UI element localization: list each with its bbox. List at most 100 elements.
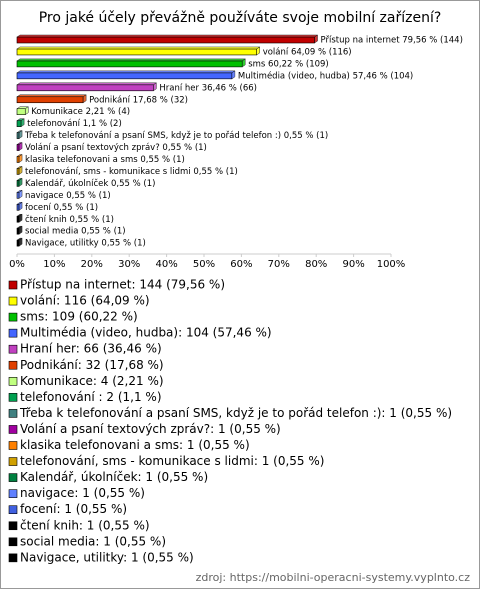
- legend-swatch: [8, 312, 18, 322]
- bar-side: [18, 189, 23, 199]
- value-label: sms 60,22 % (109): [248, 59, 329, 69]
- x-tick-label: 100%: [377, 259, 406, 270]
- bar-side: [241, 58, 246, 68]
- legend-swatch: [8, 344, 18, 354]
- bar: [16, 84, 154, 92]
- legend-label: Třeba k telefonování a psaní SMS, když j…: [19, 406, 452, 420]
- legend-label: Hraní her: 66 (36,46 %): [20, 342, 162, 356]
- value-label: Navigace, utilitky 0,55 % (1): [25, 239, 146, 249]
- bar-side: [18, 165, 23, 175]
- bar-side: [153, 82, 157, 92]
- bar: [16, 180, 20, 187]
- legend-swatch: [8, 489, 18, 498]
- bar: [16, 36, 315, 44]
- legend-swatch: [8, 296, 18, 306]
- bar-side: [18, 213, 23, 223]
- bar-side: [18, 177, 23, 187]
- bar-side: [18, 130, 23, 140]
- value-label: Komunikace 2,21 % (4): [31, 107, 130, 117]
- bar: [16, 192, 20, 199]
- bar-side: [256, 46, 260, 56]
- bar: [16, 156, 20, 163]
- legend-swatch: [8, 425, 18, 434]
- chart-title: Pro jaké účely převážně používáte svoje …: [39, 10, 442, 26]
- legend-swatch: [8, 473, 18, 482]
- bar-side: [18, 142, 23, 152]
- value-label: Podnikání 17,68 % (32): [89, 95, 188, 105]
- bar: [16, 108, 26, 115]
- legend-swatch: [8, 376, 18, 386]
- x-tick-label: 40%: [155, 259, 177, 270]
- bar-side: [20, 118, 25, 128]
- value-label: telefonování 1,1 % (2): [27, 119, 122, 129]
- x-tick-label: 30%: [118, 259, 140, 270]
- legend-swatch: [8, 457, 18, 466]
- value-label: Multimédia (video, hudba) 57,46 % (104): [238, 70, 413, 81]
- legend-swatch: [8, 393, 18, 402]
- bar: [16, 120, 22, 127]
- legend-swatch: [8, 553, 18, 563]
- value-label: telefonování, sms - komunikace s lidmi 0…: [25, 167, 238, 177]
- legend-label: klasika telefonovani a sms: 1 (0,55 %): [20, 438, 250, 452]
- bar-side: [18, 237, 23, 247]
- bar-top: [16, 58, 247, 62]
- bar: [16, 72, 233, 80]
- x-tick-label: 0%: [9, 259, 25, 270]
- x-tick-label: 20%: [81, 259, 103, 270]
- value-label: klasika telefonovani a sms 0,55 % (1): [25, 155, 185, 165]
- bar: [16, 239, 20, 247]
- legend-swatch: [8, 537, 18, 547]
- source: zdroj: https://mobilni-operacni-systemy.…: [196, 571, 471, 584]
- x-tick-label: 60%: [230, 259, 252, 270]
- x-tick-label: 50%: [193, 259, 215, 270]
- legend-swatch: [8, 505, 18, 515]
- value-label: volání 64,09 % (116): [263, 47, 352, 57]
- bar-side: [231, 70, 236, 80]
- bar-side: [314, 34, 318, 44]
- legend-label: telefonování : 2 (1,1 %): [20, 390, 162, 404]
- legend-label: Navigace, utilitky: 1 (0,55 %): [20, 550, 194, 564]
- bar-top: [16, 34, 319, 38]
- bar-top: [16, 46, 261, 50]
- value-label: focení 0,55 % (1): [25, 203, 98, 213]
- legend-label: focení: 1 (0,55 %): [20, 502, 127, 516]
- bar: [16, 215, 20, 223]
- x-tick-label: 70%: [268, 259, 290, 270]
- bar: [16, 60, 243, 68]
- legend-label: volání: 116 (64,09 %): [20, 294, 150, 308]
- value-label: Třeba k telefonování a psaní SMS, když j…: [24, 131, 328, 141]
- bar-top: [16, 94, 87, 97]
- legend-label: Komunikace: 4 (2,21 %): [20, 374, 164, 388]
- legend-label: Volání a psaní textových zpráv?: 1 (0,55…: [20, 422, 281, 436]
- value-label: social media 0,55 % (1): [25, 227, 126, 237]
- value-label: Kalendář, úkolníček 0,55 % (1): [25, 178, 155, 189]
- bar: [16, 48, 257, 56]
- legend-label: Kalendář, úkolníček: 1 (0,55 %): [20, 470, 208, 484]
- bar: [16, 168, 20, 175]
- x-tick-label: 80%: [305, 259, 327, 270]
- value-label: Hraní her 36,46 % (66): [159, 83, 257, 93]
- bar: [16, 144, 20, 151]
- legend-label: navigace: 1 (0,55 %): [20, 486, 145, 500]
- legend-swatch: [8, 280, 18, 290]
- legend-swatch: [8, 521, 18, 531]
- legend-label: čtení knih: 1 (0,55 %): [20, 518, 150, 532]
- bar-side: [18, 225, 23, 235]
- legend-swatch: [8, 441, 18, 450]
- legend-label: Přístup na internet: 144 (79,56 %): [20, 278, 225, 292]
- legend-label: social media: 1 (0,55 %): [20, 534, 166, 548]
- legend-swatch: [8, 360, 18, 370]
- value-label: Přístup na internet 79,56 % (144): [321, 36, 463, 46]
- bar: [16, 132, 20, 139]
- value-label: čtení knih 0,55 % (1): [25, 214, 114, 225]
- legend-label: telefonování, sms - komunikace s lidmi: …: [20, 454, 324, 468]
- bar-side: [82, 94, 87, 104]
- legend-label: Podnikání: 32 (17,68 %): [20, 358, 164, 372]
- legend-label: Multimédia (video, hudba): 104 (57,46 %): [20, 326, 272, 340]
- bar-side: [18, 154, 23, 163]
- legend-swatch: [8, 328, 18, 338]
- x-tick-label: 90%: [342, 259, 364, 270]
- bar-side: [25, 106, 29, 116]
- legend-label: sms: 109 (60,22 %): [20, 310, 138, 324]
